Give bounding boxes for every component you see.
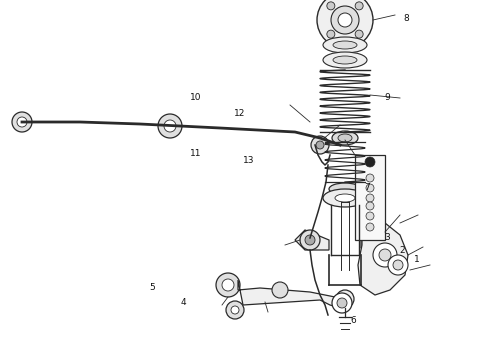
Ellipse shape bbox=[333, 41, 357, 49]
Circle shape bbox=[231, 306, 239, 314]
Circle shape bbox=[12, 112, 32, 132]
Circle shape bbox=[311, 136, 329, 154]
Circle shape bbox=[366, 174, 374, 182]
Circle shape bbox=[327, 30, 335, 38]
Text: 1: 1 bbox=[414, 255, 419, 264]
Circle shape bbox=[331, 6, 359, 34]
Circle shape bbox=[158, 114, 182, 138]
Circle shape bbox=[366, 202, 374, 210]
Circle shape bbox=[226, 301, 244, 319]
Circle shape bbox=[378, 236, 386, 244]
Circle shape bbox=[366, 194, 374, 202]
Circle shape bbox=[393, 260, 403, 270]
Circle shape bbox=[388, 255, 408, 275]
Text: 7: 7 bbox=[365, 183, 370, 192]
Ellipse shape bbox=[329, 183, 361, 195]
Text: 3: 3 bbox=[384, 233, 390, 242]
Polygon shape bbox=[361, 232, 385, 248]
Text: 2: 2 bbox=[399, 246, 405, 255]
Text: 12: 12 bbox=[234, 109, 246, 118]
Polygon shape bbox=[295, 230, 329, 250]
Circle shape bbox=[332, 293, 352, 313]
Circle shape bbox=[305, 235, 315, 245]
Text: 6: 6 bbox=[350, 316, 356, 325]
Polygon shape bbox=[238, 280, 345, 308]
Circle shape bbox=[341, 295, 349, 303]
Circle shape bbox=[164, 120, 176, 132]
Circle shape bbox=[17, 117, 27, 127]
Circle shape bbox=[374, 232, 390, 248]
Circle shape bbox=[379, 249, 391, 261]
Circle shape bbox=[272, 282, 288, 298]
Circle shape bbox=[316, 141, 324, 149]
Circle shape bbox=[222, 279, 234, 291]
Text: 10: 10 bbox=[190, 93, 202, 102]
Text: 11: 11 bbox=[190, 149, 202, 158]
Circle shape bbox=[338, 13, 352, 27]
Circle shape bbox=[327, 2, 335, 10]
Ellipse shape bbox=[338, 134, 352, 142]
Text: 5: 5 bbox=[149, 284, 155, 292]
Circle shape bbox=[355, 30, 363, 38]
Ellipse shape bbox=[335, 194, 355, 202]
Ellipse shape bbox=[333, 56, 357, 64]
Circle shape bbox=[373, 243, 397, 267]
Text: 9: 9 bbox=[384, 93, 390, 102]
Text: 8: 8 bbox=[404, 14, 410, 23]
Text: 13: 13 bbox=[243, 156, 255, 165]
Circle shape bbox=[365, 157, 375, 167]
Circle shape bbox=[317, 0, 373, 48]
Ellipse shape bbox=[323, 52, 367, 68]
Bar bbox=[355, 155, 385, 240]
Ellipse shape bbox=[332, 131, 358, 145]
Circle shape bbox=[366, 184, 374, 192]
Circle shape bbox=[216, 273, 240, 297]
Circle shape bbox=[336, 290, 354, 308]
Ellipse shape bbox=[323, 37, 367, 53]
Circle shape bbox=[300, 230, 320, 250]
Ellipse shape bbox=[323, 189, 367, 207]
Circle shape bbox=[355, 2, 363, 10]
Text: 4: 4 bbox=[181, 298, 187, 307]
Polygon shape bbox=[358, 220, 408, 295]
Circle shape bbox=[337, 298, 347, 308]
Circle shape bbox=[366, 223, 374, 231]
Circle shape bbox=[366, 212, 374, 220]
